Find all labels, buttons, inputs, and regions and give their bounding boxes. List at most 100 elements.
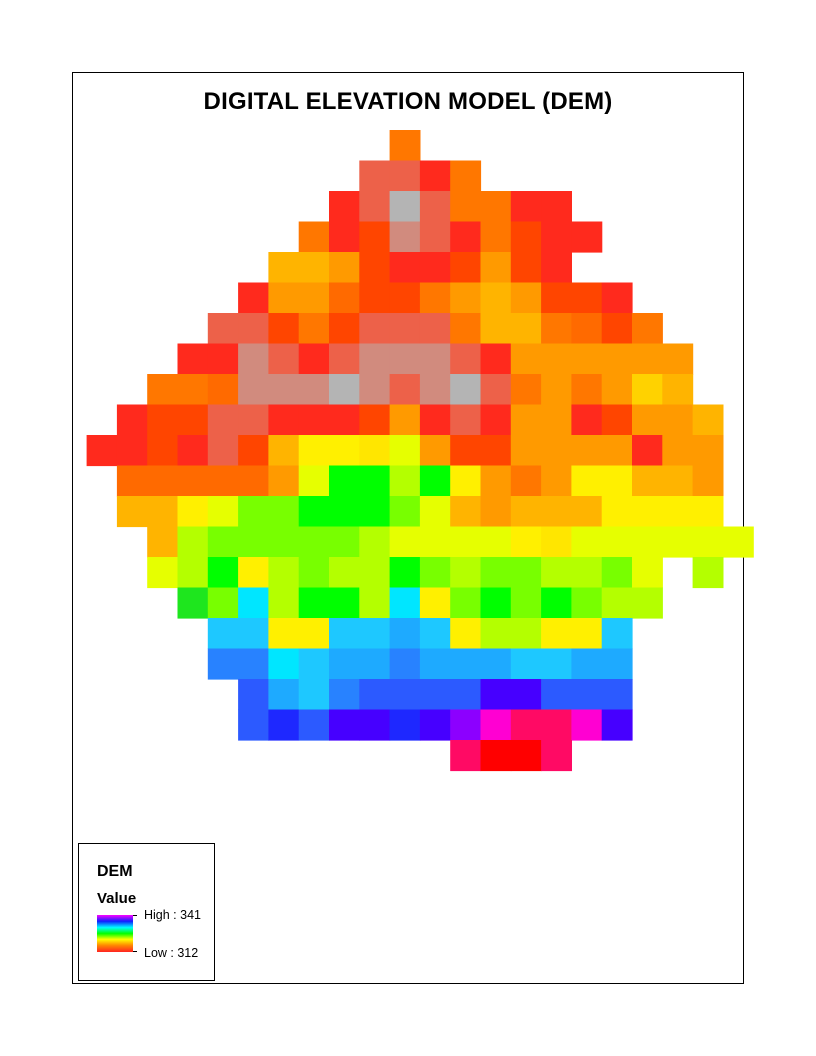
dem-cell — [450, 587, 482, 619]
dem-cell — [662, 404, 694, 436]
dem-cell — [238, 648, 269, 680]
dem-cell — [419, 374, 451, 406]
dem-cell — [298, 618, 330, 650]
dem-cell — [268, 679, 300, 711]
dem-cell — [238, 618, 269, 650]
dem-cell — [389, 648, 421, 680]
dem-cell — [480, 374, 512, 406]
dem-cell — [329, 191, 360, 223]
dem-cell — [207, 374, 239, 406]
dem-cell — [450, 343, 482, 375]
dem-cell — [480, 740, 512, 772]
dem-cell — [662, 343, 694, 375]
dem-cell — [389, 709, 421, 741]
dem-cell — [207, 526, 239, 558]
dem-cell — [268, 313, 300, 345]
dem-cell — [480, 709, 512, 741]
dem-cell — [419, 679, 451, 711]
dem-cell — [541, 374, 572, 406]
dem-cell — [329, 435, 360, 467]
dem-cell — [329, 496, 360, 528]
dem-cell — [601, 679, 633, 711]
dem-cell — [419, 191, 451, 223]
legend: DEM Value High : 341 Low : 312 — [78, 843, 215, 981]
dem-cell — [541, 526, 572, 558]
dem-cell — [419, 343, 451, 375]
dem-cell — [450, 557, 482, 589]
dem-cell — [268, 252, 300, 284]
dem-cell — [450, 435, 482, 467]
dem-cell — [510, 282, 542, 314]
dem-cell — [419, 557, 451, 589]
dem-cell — [601, 404, 633, 436]
dem-cell — [329, 648, 360, 680]
dem-cell — [329, 618, 360, 650]
dem-cell — [480, 252, 512, 284]
dem-cell — [480, 526, 512, 558]
dem-cell — [450, 526, 482, 558]
dem-cell — [298, 465, 330, 497]
dem-cell — [541, 618, 572, 650]
dem-cell — [329, 526, 360, 558]
dem-cell — [662, 435, 694, 467]
dem-cell — [268, 587, 300, 619]
dem-cell — [510, 191, 542, 223]
dem-cell — [510, 740, 542, 772]
dem-cell — [510, 221, 542, 253]
dem-cell — [268, 526, 300, 558]
dem-cell — [238, 557, 269, 589]
dem-cell — [480, 679, 512, 711]
dem-cell — [541, 313, 572, 345]
dem-cell — [480, 404, 512, 436]
dem-cell — [389, 557, 421, 589]
dem-cell — [541, 252, 572, 284]
dem-cell — [359, 709, 391, 741]
dem-cell — [571, 374, 603, 406]
dem-cell — [268, 465, 300, 497]
dem-cell — [298, 587, 330, 619]
legend-high-tick — [133, 915, 137, 916]
dem-cell — [298, 435, 330, 467]
dem-cell — [329, 221, 360, 253]
dem-cell — [450, 496, 482, 528]
dem-cell — [722, 526, 754, 558]
dem-cell — [177, 526, 209, 558]
dem-cell — [571, 526, 603, 558]
dem-cell — [329, 587, 360, 619]
dem-cell — [359, 282, 391, 314]
dem-cell — [238, 526, 269, 558]
dem-cell — [207, 587, 239, 619]
dem-cell — [268, 496, 300, 528]
dem-cell — [238, 343, 269, 375]
dem-cell — [298, 282, 330, 314]
dem-cell — [298, 374, 330, 406]
dem-cell — [359, 404, 391, 436]
dem-cell — [692, 465, 724, 497]
dem-cell — [571, 221, 603, 253]
dem-cell — [329, 313, 360, 345]
dem-cell — [116, 404, 148, 436]
dem-cell — [419, 618, 451, 650]
dem-cell — [480, 465, 512, 497]
dem-cell — [298, 252, 330, 284]
dem-cell — [207, 435, 239, 467]
dem-cell — [389, 221, 421, 253]
dem-cell — [329, 343, 360, 375]
dem-cell — [419, 526, 451, 558]
dem-cell — [207, 648, 239, 680]
dem-cell — [298, 648, 330, 680]
dem-cell — [419, 313, 451, 345]
dem-cell — [541, 709, 572, 741]
dem-cell — [177, 587, 209, 619]
dem-cell — [268, 435, 300, 467]
dem-cell — [329, 404, 360, 436]
dem-cell — [238, 404, 269, 436]
dem-cell — [389, 374, 421, 406]
dem-cell — [632, 587, 663, 619]
dem-cell — [419, 404, 451, 436]
dem-cell — [177, 435, 209, 467]
dem-cell — [480, 648, 512, 680]
dem-cell — [450, 252, 482, 284]
dem-cell — [419, 252, 451, 284]
